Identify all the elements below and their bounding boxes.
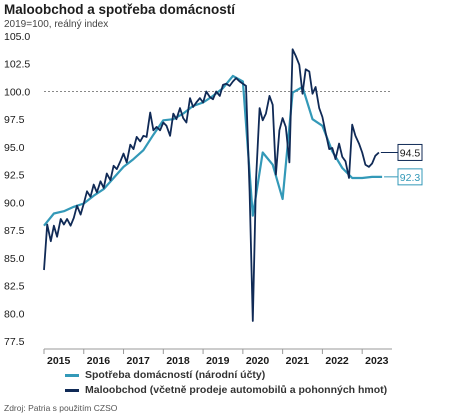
legend-label-consumption: Spotřeba domácností (národní účty) [85, 369, 266, 381]
chart-subtitle: 2019=100, reálný index [4, 19, 109, 30]
x-tick-label: 2020 [246, 355, 270, 367]
legend-label-retail: Maloobchod (včetně prodeje automobilů a … [85, 384, 388, 396]
y-tick-label: 105.0 [4, 31, 30, 43]
legend-item-retail: Maloobchod (včetně prodeje automobilů a … [65, 384, 387, 396]
end-label-box [397, 143, 423, 161]
y-tick-label: 100.0 [4, 86, 30, 98]
legend-swatch-consumption [65, 373, 79, 377]
legend-item-consumption: Spotřeba domácností (národní účty) [65, 369, 265, 381]
x-tick-label: 2018 [166, 355, 190, 367]
series-line-retail [43, 48, 380, 322]
y-tick-label: 92.5 [4, 170, 25, 182]
x-tick-label: 2023 [365, 355, 389, 367]
x-tick-label: 2016 [87, 355, 111, 367]
y-tick-label: 82.5 [4, 281, 25, 293]
legend-swatch-retail [65, 388, 79, 392]
y-tick-label: 77.5 [4, 336, 25, 348]
chart-title: Maloobchod a spotřeba domácností [4, 2, 236, 17]
series-lines [43, 48, 383, 322]
end-labels: 92.3 94.5 [380, 143, 423, 186]
source-note: Zdroj: Patria s použitím CZSO [4, 403, 118, 413]
y-tick-label: 95.0 [4, 142, 25, 154]
x-axis: 2015 2016 2017 2018 2019 2020 2021 2022 2023 [43, 348, 392, 367]
x-tick-label: 2015 [47, 355, 71, 367]
y-tick-label: 97.5 [4, 114, 25, 126]
end-label-box [397, 168, 423, 186]
y-tick-label: 87.5 [4, 225, 25, 237]
x-tick-label: 2022 [325, 355, 349, 367]
x-tick-label: 2019 [206, 355, 230, 367]
y-tick-label: 80.0 [4, 308, 25, 320]
y-tick-label: 85.0 [4, 253, 25, 265]
end-label-value: 94.5 [400, 147, 421, 159]
x-tick-label: 2017 [127, 355, 151, 367]
y-axis: 77.5 80.0 82.5 85.0 87.5 90.0 92.5 95.0 97.5 100.… [4, 31, 30, 348]
x-tick-label: 2021 [286, 355, 310, 367]
y-tick-label: 90.0 [4, 197, 25, 209]
y-tick-label: 102.5 [4, 59, 30, 71]
end-label-value: 92.3 [400, 172, 421, 184]
